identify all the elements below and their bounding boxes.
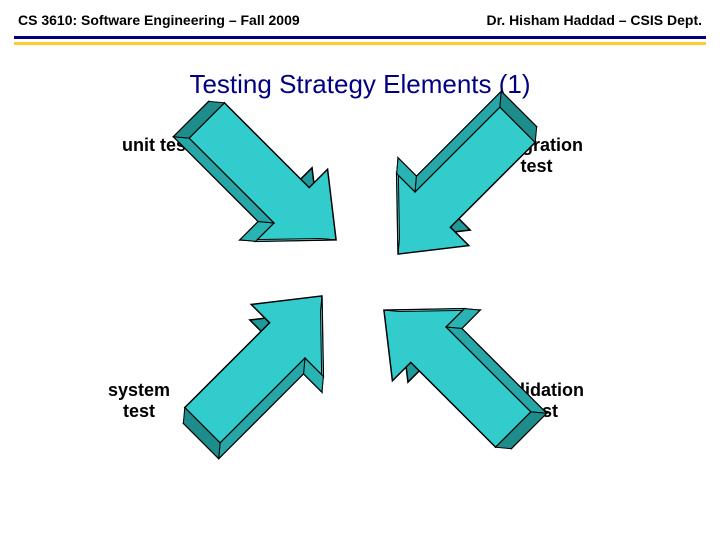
rule-dark xyxy=(14,36,706,39)
page-title: Testing Strategy Elements (1) xyxy=(0,69,720,100)
header-left: CS 3610: Software Engineering – Fall 200… xyxy=(18,12,300,28)
rule-light xyxy=(14,42,706,45)
diagram-area: unit test integrationtest systemtest val… xyxy=(0,100,720,480)
header-right: Dr. Hisham Haddad – CSIS Dept. xyxy=(487,12,703,28)
arrow-bottom-right xyxy=(313,225,610,522)
